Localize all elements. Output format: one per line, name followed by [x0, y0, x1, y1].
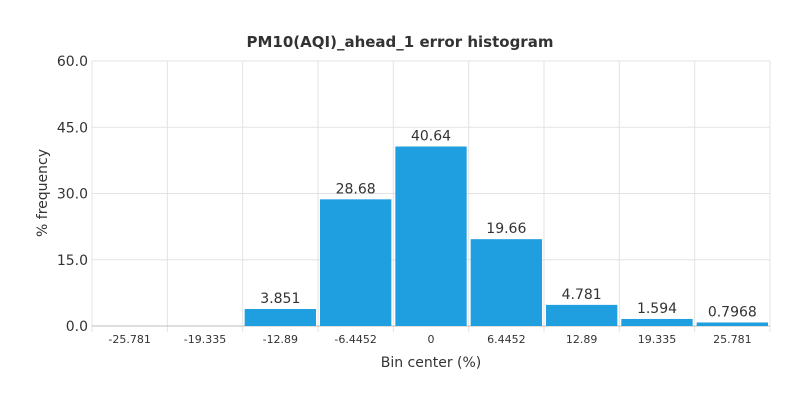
- x-tick-label: -19.335: [184, 333, 226, 346]
- y-tick-label: 0.0: [66, 319, 88, 335]
- x-tick-label: -12.89: [263, 333, 298, 346]
- bar-data-label: 4.781: [562, 287, 602, 303]
- bar-data-label: 1.594: [637, 301, 677, 317]
- bar: [621, 318, 693, 326]
- bar: [470, 239, 542, 326]
- bar: [696, 322, 768, 326]
- y-tick-labels: 0.0 15.0 30.0 45.0 60.0: [57, 54, 88, 335]
- bar: [395, 146, 467, 326]
- x-tick-label: 12.89: [566, 333, 598, 346]
- bars: [244, 146, 768, 326]
- bar-data-label: 40.64: [411, 129, 451, 145]
- bar-data-label: 3.851: [260, 291, 300, 307]
- x-tick-labels: -25.781 -19.335 -12.89 -6.4452 0 6.4452 12.89 1…: [108, 333, 751, 346]
- x-tick-label: 25.781: [713, 333, 752, 346]
- x-tick-label: 0: [428, 333, 435, 346]
- x-tick-label: 19.335: [638, 333, 677, 346]
- bar: [244, 308, 316, 326]
- bar-data-label: 28.68: [336, 181, 376, 197]
- bar-data-label: 0.7968: [708, 304, 757, 320]
- y-tick-label: 45.0: [57, 120, 88, 136]
- y-axis-label: % frequency: [35, 149, 51, 237]
- x-tick-label: -25.781: [108, 333, 150, 346]
- grid: [91, 60, 771, 332]
- y-tick-label: 15.0: [57, 253, 88, 269]
- x-axis-label: Bin center (%): [381, 355, 482, 371]
- x-tick-label: 6.4452: [487, 333, 526, 346]
- bar-data-label: 19.66: [486, 221, 526, 237]
- data-labels: 3.851 28.68 40.64 19.66 4.781 1.594 0.7968: [260, 129, 757, 321]
- x-tick-label: -6.4452: [334, 333, 376, 346]
- bar: [320, 199, 392, 326]
- chart-title: PM10(AQI)_ahead_1 error histogram: [247, 33, 554, 51]
- y-tick-label: 30.0: [57, 187, 88, 203]
- bar: [546, 304, 618, 326]
- y-tick-label: 60.0: [57, 54, 88, 70]
